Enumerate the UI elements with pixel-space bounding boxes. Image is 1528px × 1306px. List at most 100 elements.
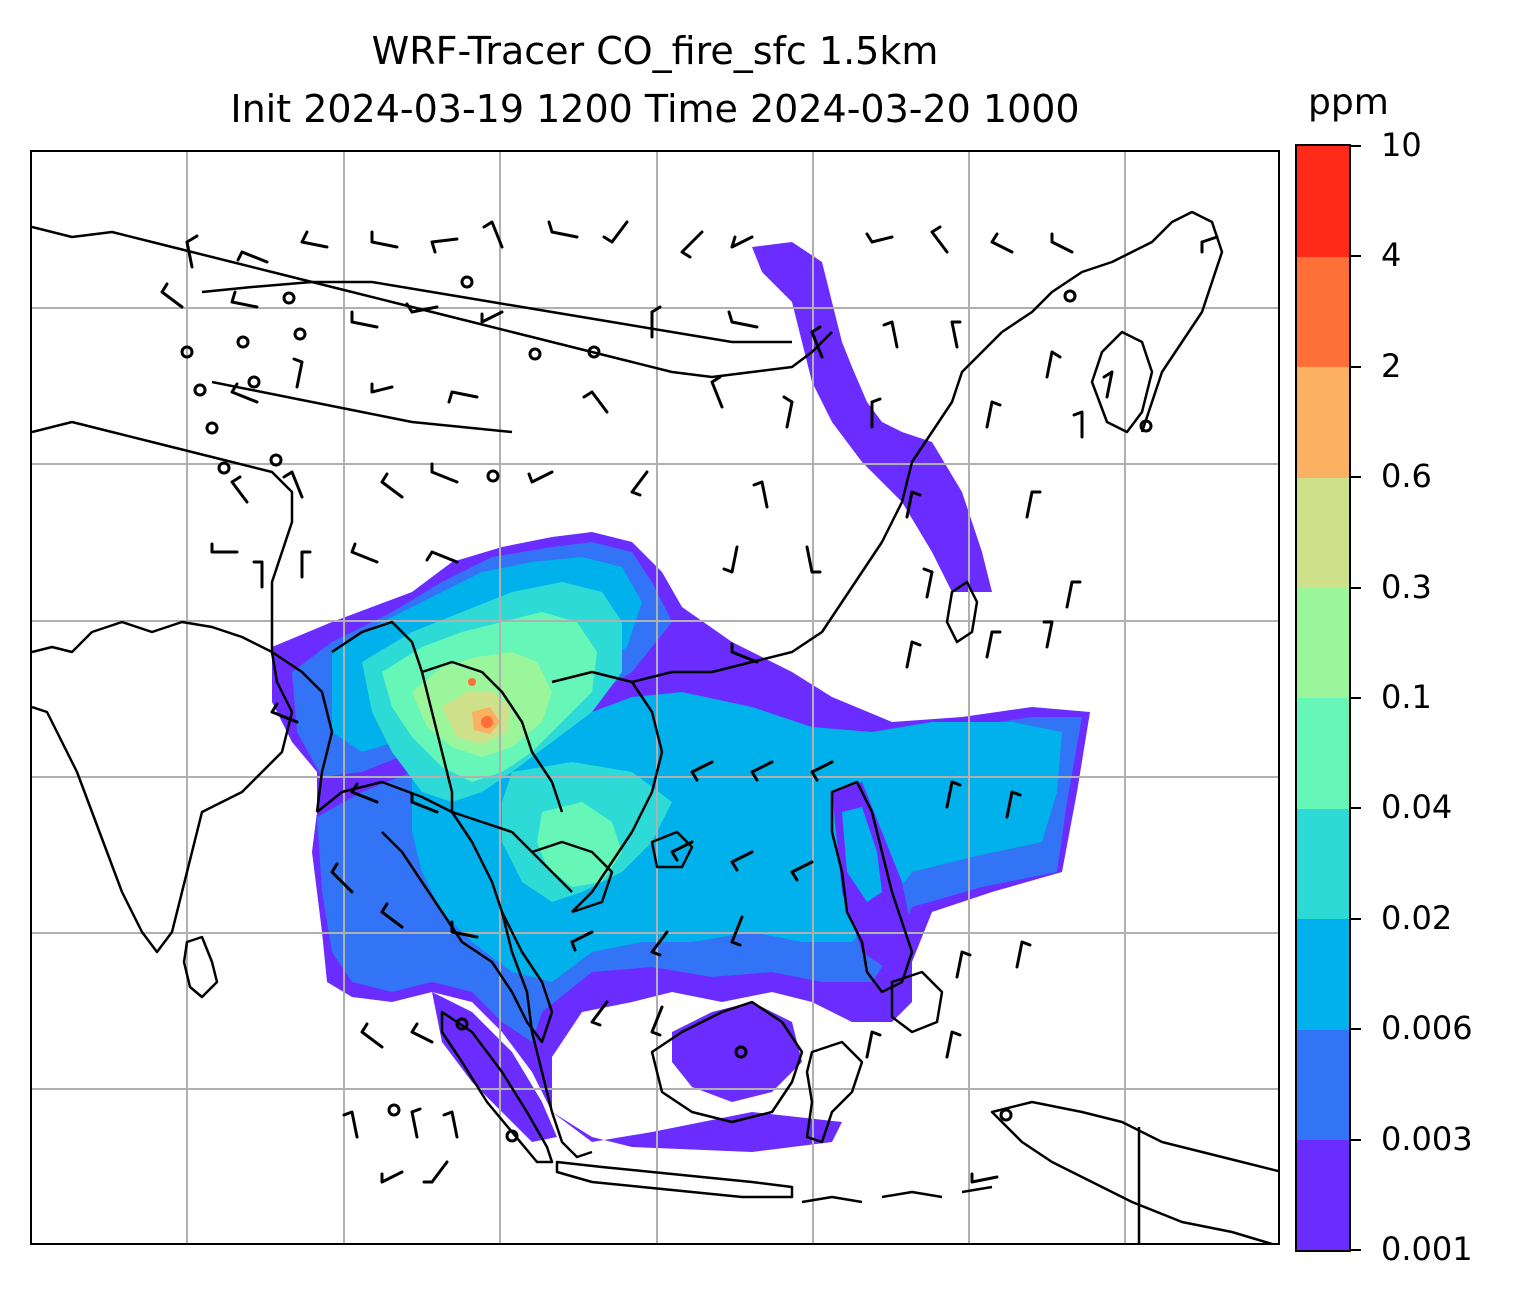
- wind-barb: [252, 560, 264, 589]
- calm-markers: [180, 275, 1153, 1143]
- wind-barb: [370, 382, 394, 394]
- border-thailand: [451, 810, 573, 893]
- coastline-new-guinea: [990, 1100, 1278, 1243]
- coastline-malay-peninsula: [500, 911, 593, 1159]
- calm-circle: [1139, 419, 1153, 433]
- coastline-india: [32, 620, 294, 954]
- colorbar-tick-label: 0.6: [1381, 457, 1432, 496]
- map-title-line-1: WRF-Tracer CO_fire_sfc 1.5km: [371, 29, 939, 73]
- calm-circle: [528, 347, 542, 361]
- wind-barb: [870, 397, 882, 429]
- colorbar-tick-label: 0.02: [1381, 898, 1453, 937]
- colorbar-tick: [1351, 697, 1361, 699]
- wind-barb: [1072, 410, 1084, 439]
- calm-circle: [193, 383, 207, 397]
- colorbar-tick: [1351, 365, 1361, 368]
- colorbar-tick-label: 0.001: [1381, 1230, 1473, 1268]
- wind-barb: [185, 234, 199, 269]
- gridlines: [32, 152, 1278, 1243]
- calm-circle: [734, 1045, 748, 1059]
- co-plume: [272, 242, 1090, 1152]
- wind-barb: [730, 915, 744, 947]
- colorbar-tick: [1351, 145, 1361, 147]
- colorbar-tick-label: 0.04: [1381, 788, 1453, 827]
- wind-barb: [350, 782, 379, 804]
- coastlines: [32, 210, 1278, 1243]
- wind-barb: [905, 640, 922, 669]
- colorbar-tick-label: 0.006: [1381, 1009, 1473, 1048]
- plume-band-south-0.04: [537, 802, 622, 887]
- coastline-china-east: [1001, 210, 1224, 433]
- coastline-sulawesi: [805, 1040, 864, 1144]
- wind-barb: [410, 1022, 434, 1044]
- wind-barb: [210, 542, 239, 554]
- wind-barb: [865, 232, 894, 244]
- calm-circle: [999, 1108, 1013, 1122]
- calm-circle: [455, 1017, 469, 1031]
- wind-barb: [985, 630, 1002, 659]
- colorbar-tick: [1351, 917, 1361, 920]
- wind-barb: [1065, 580, 1082, 609]
- wind-barb: [690, 760, 714, 782]
- plume-band-philippines-0.006: [842, 807, 882, 902]
- calm-circle: [293, 327, 307, 341]
- wind-barb: [922, 567, 934, 599]
- wind-barb: [370, 230, 399, 249]
- calm-circle: [1063, 289, 1077, 303]
- calm-circle: [180, 345, 194, 359]
- map-title-line-2: Init 2024-03-19 1200 Time 2024-03-20 100…: [230, 87, 1080, 131]
- wind-barb: [422, 1160, 449, 1184]
- wind-barb: [730, 642, 759, 664]
- border-tibet: [211, 380, 513, 434]
- wind-barb: [350, 310, 379, 329]
- wind-barb: [710, 375, 724, 409]
- coastline-mindanao: [890, 970, 944, 1034]
- colorbar-tick-label: 2: [1381, 346, 1402, 385]
- wind-barb: [905, 490, 922, 519]
- calm-circle: [205, 421, 219, 435]
- wind-barb: [236, 250, 269, 264]
- colorbar-band: [1297, 1139, 1349, 1251]
- colorbar-tick: [1351, 1138, 1361, 1141]
- wind-barb: [270, 702, 299, 724]
- wind-barb: [350, 542, 379, 564]
- coastline-sumatra: [440, 1010, 554, 1164]
- colorbar: [1295, 144, 1351, 1252]
- wind-barb: [810, 325, 824, 359]
- wind-barb: [380, 1170, 404, 1184]
- border-mongolia: [201, 280, 792, 344]
- colorbar-band: [1297, 918, 1349, 1030]
- wind-barb: [930, 225, 949, 254]
- wind-barb: [380, 902, 404, 929]
- calm-circle: [387, 1103, 401, 1117]
- wind-barb: [752, 480, 769, 509]
- colorbar-tick-label: 0.003: [1381, 1119, 1473, 1158]
- wind-barb: [782, 395, 794, 429]
- wind-barb: [582, 390, 609, 414]
- border-cambodia: [531, 840, 614, 914]
- wind-barb: [330, 862, 354, 894]
- wind-barb: [410, 792, 439, 814]
- coastline-lesser-sunda: [801, 1185, 993, 1204]
- wind-barb: [1200, 235, 1219, 254]
- coastline-hainan: [650, 830, 694, 869]
- wind-barb: [300, 230, 329, 249]
- wind-barb: [990, 232, 1014, 254]
- wind-barb: [1005, 790, 1022, 819]
- wind-barb: [970, 1172, 999, 1184]
- wind-barb: [425, 550, 459, 564]
- calm-circle: [247, 375, 261, 389]
- colorbar-band: [1297, 477, 1349, 589]
- calm-circle: [282, 291, 296, 305]
- map-panel: [30, 150, 1280, 1245]
- wind-barb: [650, 305, 662, 339]
- wind-barb: [482, 220, 504, 249]
- coastline-indochina: [316, 780, 554, 1044]
- wind-barb: [945, 780, 962, 809]
- wind-barb: [805, 545, 822, 574]
- colorbar-tick: [1351, 807, 1361, 810]
- colorbar-tick: [1351, 586, 1361, 589]
- wind-barb: [955, 950, 972, 979]
- wind-barb: [722, 545, 739, 574]
- colorbar-band: [1297, 587, 1349, 699]
